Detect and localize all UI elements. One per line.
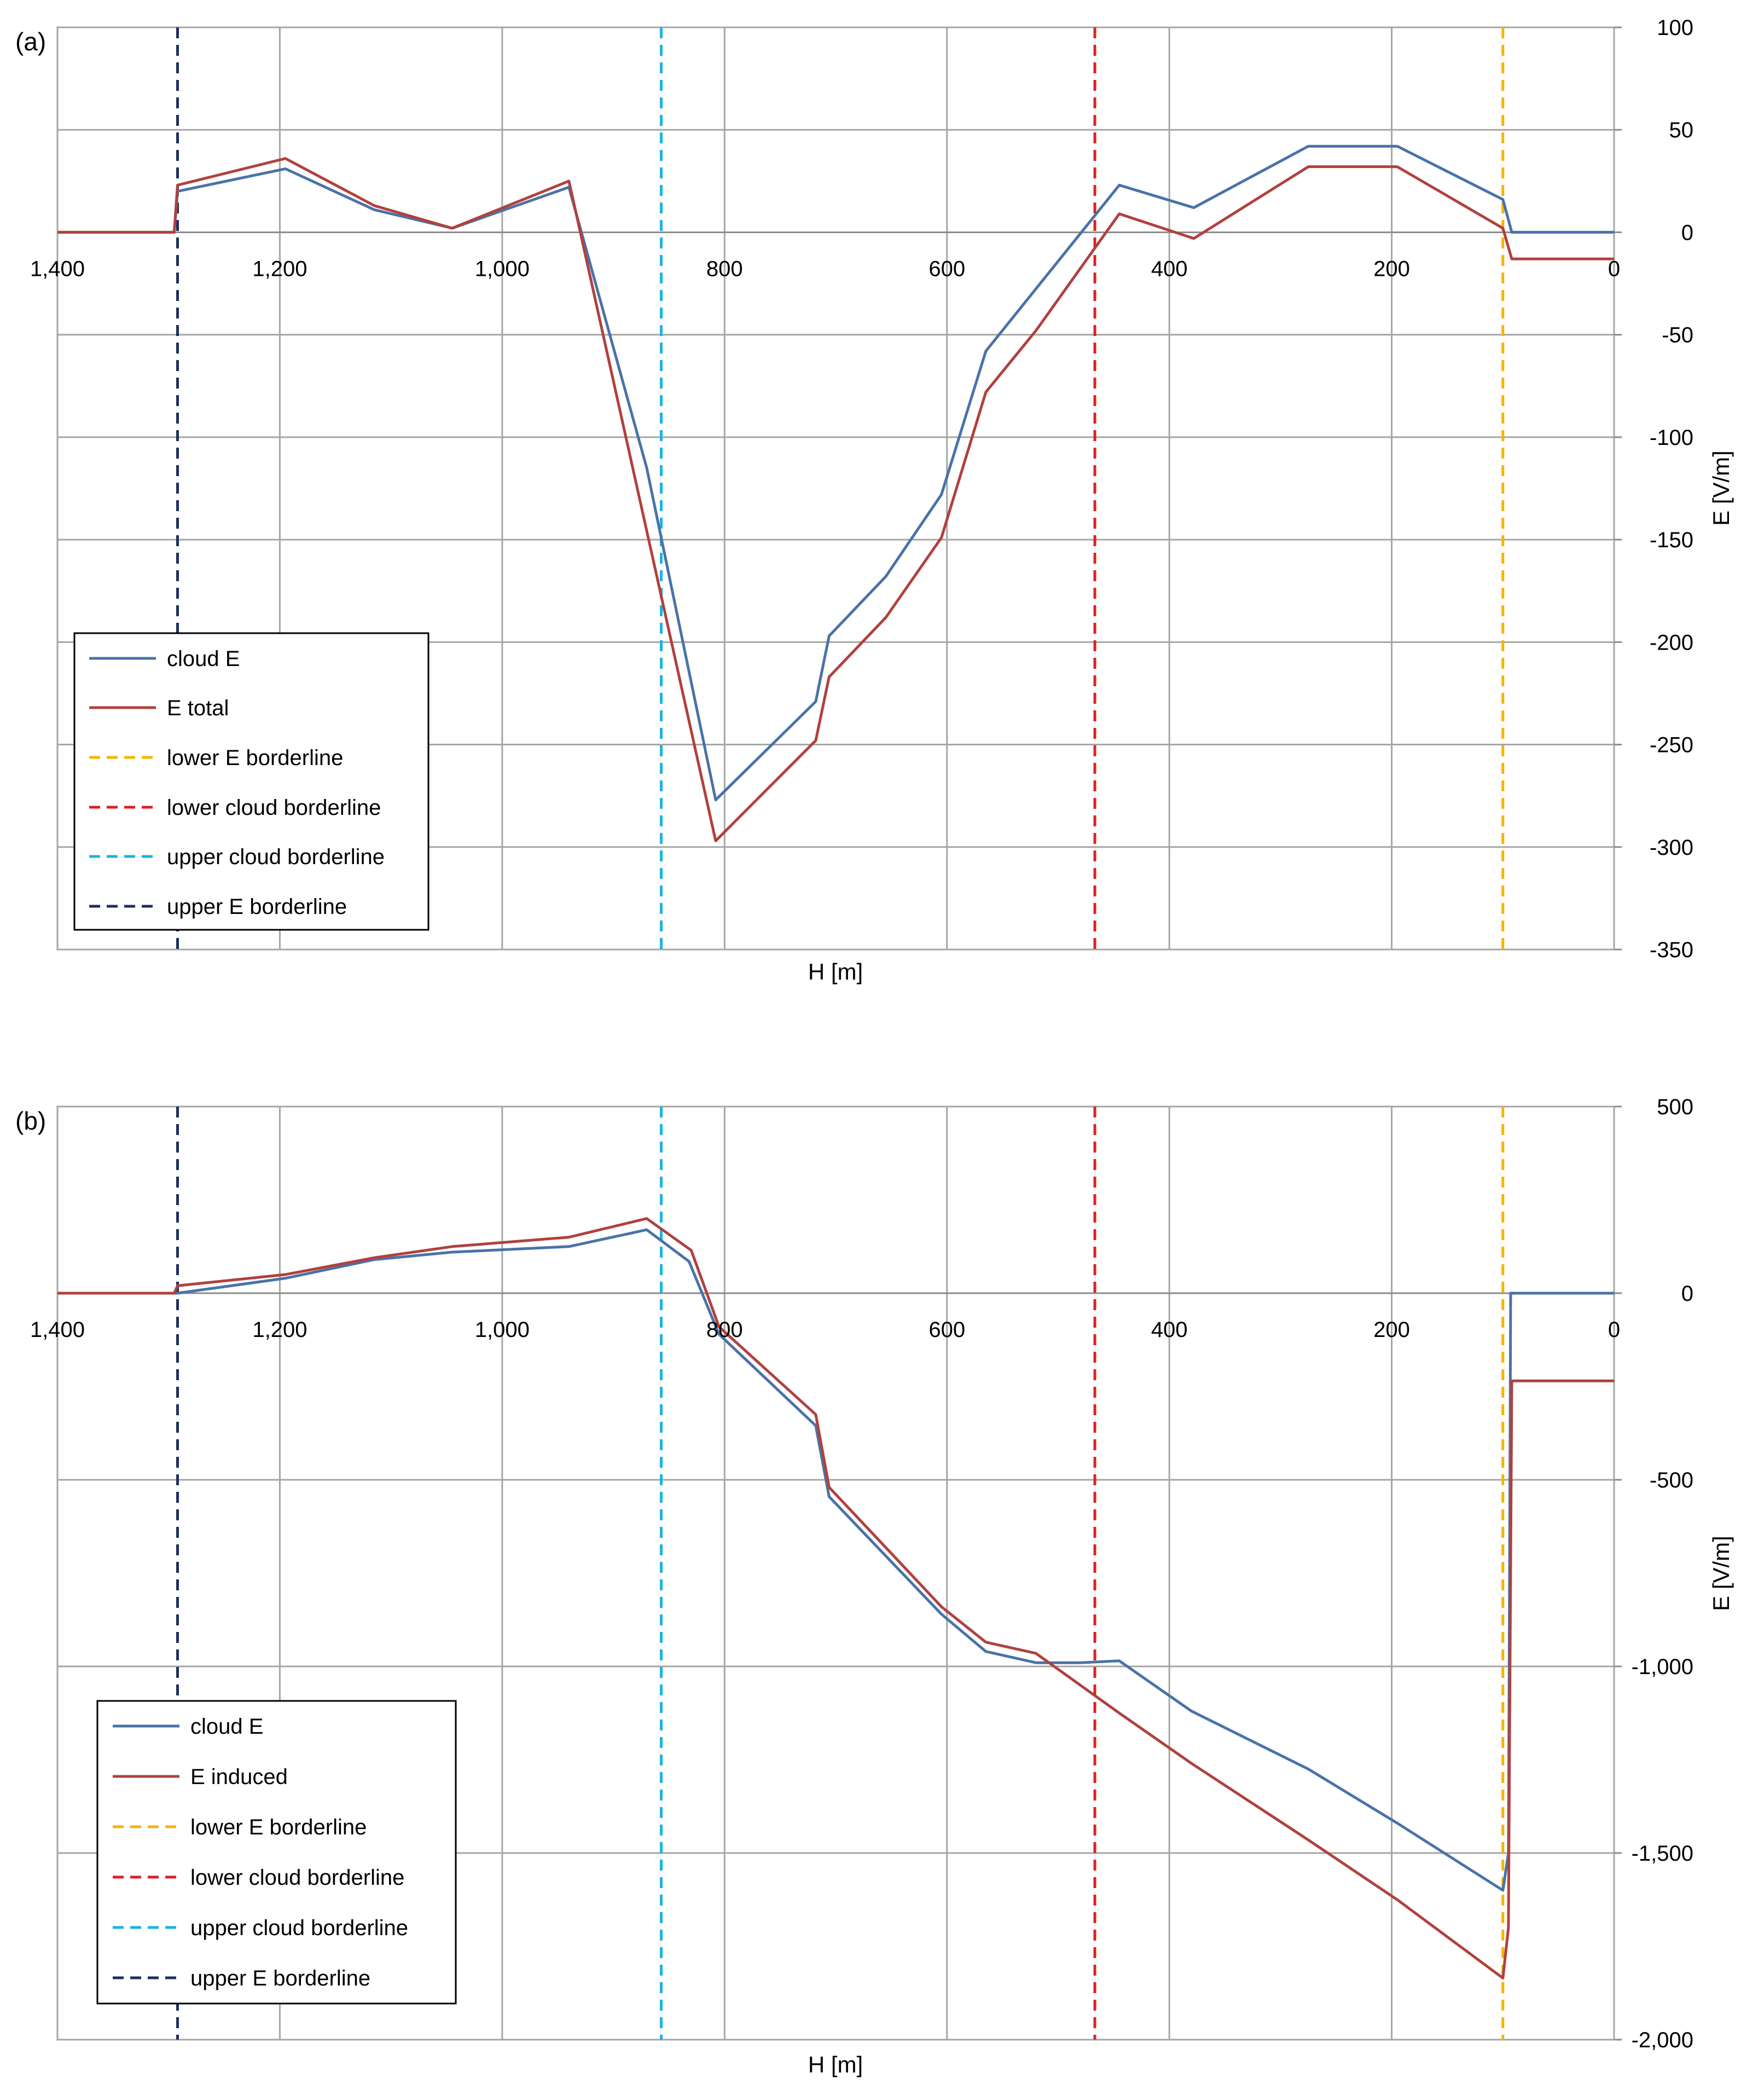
y-axis-title: E [V/m] <box>1708 1536 1734 1611</box>
y-tick-label: -1,000 <box>1632 1655 1693 1679</box>
panel-label: (a) <box>15 27 46 56</box>
x-tick-label: 1,000 <box>475 1318 530 1342</box>
y-tick-label: -1,500 <box>1632 1842 1693 1866</box>
x-tick-label: 600 <box>929 1318 965 1342</box>
y-tick-labels: 500 0 -500 -1,000 -1,500 -2,000 <box>1632 1095 1693 2052</box>
chart-panel-b: 1,400 1,200 1,000 800 600 400 200 0 500 0 -500 -1,… <box>15 1095 1734 2077</box>
x-tick-label: 1,400 <box>30 1318 85 1342</box>
borderlines <box>176 27 1505 950</box>
series-line-e-total <box>57 157 1614 842</box>
y-tick-label: -250 <box>1650 733 1693 757</box>
x-tick-label: 0 <box>1608 257 1620 281</box>
y-tick-label: -350 <box>1650 938 1693 962</box>
x-tick-label: 1,000 <box>475 257 530 281</box>
y-tick-label: -500 <box>1650 1468 1693 1492</box>
x-tick-label: 400 <box>1151 257 1188 281</box>
y-tick-label: -2,000 <box>1632 2028 1693 2052</box>
series-line-cloud-e <box>57 1228 1614 1892</box>
legend-label-upper-cloud-borderline: upper cloud borderline <box>167 845 385 869</box>
legend-label-lower-cloud-borderline: lower cloud borderline <box>190 1866 404 1890</box>
y-tick-labels: 100 50 0 -50 -100 -150 -200 -250 -300 -350 <box>1650 16 1693 962</box>
y-tick-label: 0 <box>1681 1282 1693 1306</box>
legend-label-lower-e-borderline: lower E borderline <box>190 1815 367 1839</box>
x-tick-label: 200 <box>1373 257 1410 281</box>
x-axis-title: H [m] <box>808 959 863 985</box>
legend-box <box>96 1700 457 2005</box>
panel-label: (b) <box>15 1107 46 1135</box>
x-tick-label: 800 <box>706 257 743 281</box>
legend-label-cloud-e: cloud E <box>190 1715 263 1739</box>
gridlines <box>56 1105 1622 2041</box>
x-tick-label: 1,400 <box>30 257 85 281</box>
data-series <box>57 1217 1614 1979</box>
x-tick-labels: 1,400 1,200 1,000 800 600 400 200 0 <box>30 257 1620 281</box>
x-tick-label: 200 <box>1373 1318 1410 1342</box>
y-tick-label: -150 <box>1650 528 1693 552</box>
legend-label-upper-e-borderline: upper E borderline <box>167 895 347 919</box>
legend-label-e-total: E total <box>167 696 229 720</box>
y-tick-label: -50 <box>1662 323 1693 348</box>
legend-label-lower-cloud-borderline: lower cloud borderline <box>167 796 381 820</box>
legend: cloud E E total lower E borderline lower… <box>73 632 430 931</box>
legend-label-e-induced: E induced <box>190 1765 288 1789</box>
y-tick-label: 500 <box>1657 1095 1693 1119</box>
legend-label-upper-cloud-borderline: upper cloud borderline <box>190 1916 408 1940</box>
y-tick-label: -100 <box>1650 426 1693 450</box>
legend-label-lower-e-borderline: lower E borderline <box>167 746 343 770</box>
x-axis-title: H [m] <box>808 2052 863 2077</box>
x-tick-label: 800 <box>706 1318 743 1342</box>
x-tick-label: 1,200 <box>252 1318 307 1342</box>
x-tick-label: 400 <box>1151 1318 1188 1342</box>
x-tick-label: 600 <box>929 257 965 281</box>
legend-box <box>73 632 430 931</box>
y-tick-label: 50 <box>1669 118 1694 142</box>
y-tick-label: -300 <box>1650 836 1693 860</box>
legend-label-upper-e-borderline: upper E borderline <box>190 1966 370 1990</box>
data-series <box>57 144 1614 842</box>
y-tick-label: 100 <box>1657 16 1693 40</box>
series-line-cloud-e <box>57 144 1614 802</box>
series-line-e-induced <box>57 1217 1614 1979</box>
legend: cloud E E induced lower E borderline low… <box>96 1700 457 2005</box>
x-tick-labels: 1,400 1,200 1,000 800 600 400 200 0 <box>30 1318 1620 1342</box>
legend-label-cloud-e: cloud E <box>167 647 240 671</box>
x-tick-label: 1,200 <box>252 257 307 281</box>
y-axis-title: E [V/m] <box>1708 450 1734 526</box>
y-tick-label: -200 <box>1650 630 1693 655</box>
chart-panel-a: 1,400 1,200 1,000 800 600 400 200 0 100 50 0 -50 -1… <box>15 16 1734 985</box>
y-tick-label: 0 <box>1681 221 1693 245</box>
x-tick-label: 0 <box>1608 1318 1620 1342</box>
